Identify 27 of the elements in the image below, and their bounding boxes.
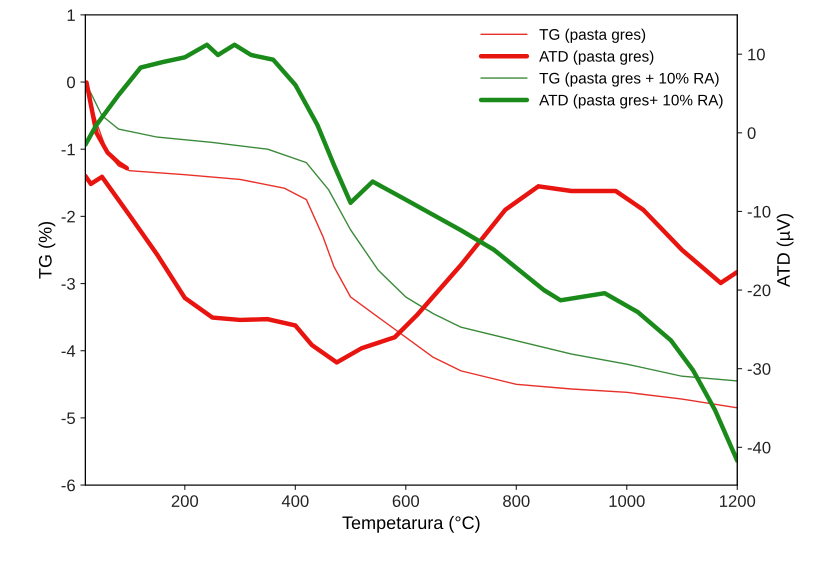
y2-tick-label: -20 [748, 284, 770, 296]
legend-label: TG (pasta gres) [539, 28, 646, 43]
y-tick-label: -5 [62, 412, 75, 424]
x-tick-label: 200 [172, 495, 198, 508]
y-tick-label: -6 [62, 479, 75, 492]
legend-label: ATD (pasta gres) [539, 50, 654, 65]
x-tick-label: 1200 [720, 495, 756, 508]
x-axis-title: Tempetarura (°C) [342, 516, 480, 533]
legend-label: ATD (pasta gres+ 10% RA) [539, 94, 723, 109]
y-tick-label: -2 [62, 210, 75, 222]
y2-tick-label: -40 [748, 442, 770, 454]
x-tick-label: 600 [392, 495, 420, 508]
x-tick-label: 1000 [610, 495, 645, 508]
y-axis-title: TG (%) [38, 222, 56, 279]
x-tick-label: 400 [282, 495, 309, 508]
y-tick-label: -4 [62, 345, 76, 357]
y-tick-label: 1 [68, 9, 75, 21]
y-tick-label: -1 [62, 144, 75, 156]
y2-tick-label: 10 [748, 48, 765, 60]
y2-tick-label: -30 [748, 363, 770, 375]
y2-tick-label: -10 [748, 206, 770, 218]
y-tick-label: 0 [67, 76, 76, 88]
legend-label: TG (pasta gres + 10% RA) [539, 72, 719, 87]
y2-tick-label: 0 [748, 127, 756, 140]
y2-axis-title: ATD (µV) [776, 214, 794, 288]
x-tick-label: 800 [503, 495, 530, 508]
y-tick-label: -3 [62, 278, 75, 290]
